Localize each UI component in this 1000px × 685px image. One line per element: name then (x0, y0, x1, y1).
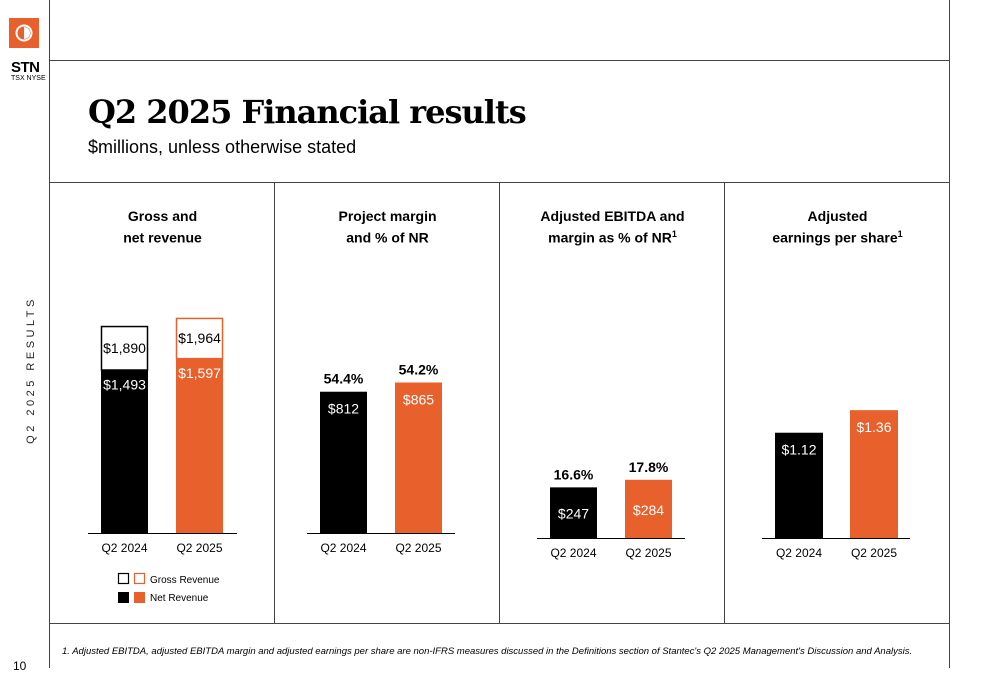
legend-gross-label: Gross Revenue (150, 575, 220, 586)
panel-title-line2: net revenue (123, 229, 202, 246)
gross-revenue-label: $1,890 (103, 340, 146, 356)
category-label: Q2 2024 (101, 541, 147, 555)
gross-revenue-bar (175, 317, 224, 360)
page-title: Q2 2025 Financial results (88, 93, 527, 131)
panel-title-line1: Adjusted (807, 208, 868, 224)
panel-title-sup: 1 (897, 229, 903, 239)
category-label: Q2 2024 (776, 546, 822, 560)
value-bar (775, 432, 823, 538)
category-label: Q2 2024 (320, 541, 366, 555)
header-top-line (49, 60, 950, 61)
margin-percent-label: 17.8% (629, 459, 669, 475)
panel-title-gross-net-revenue: Gross and net revenue (50, 207, 275, 247)
category-label: Q2 2024 (550, 546, 596, 560)
value-label: $247 (558, 506, 589, 522)
category-label: Q2 2025 (625, 546, 671, 560)
panel-divider-1 (274, 182, 275, 623)
value-label: $812 (328, 401, 359, 417)
panel-divider-3 (724, 182, 725, 623)
panel-divider-2 (499, 182, 500, 623)
panel-title-line2: earnings per share (772, 229, 898, 246)
value-bar (625, 479, 672, 538)
frame-left-line (49, 0, 50, 668)
logo-mark-icon (15, 24, 33, 42)
panel-title-line1: Gross and (127, 208, 198, 224)
legend-net-swatch-dark (118, 592, 129, 603)
legend-gross-swatch-dark (117, 572, 130, 585)
value-bar (320, 391, 367, 533)
margin-percent-label: 16.6% (554, 466, 594, 482)
panel-title-line2: and % of NR (346, 229, 429, 246)
gross-revenue-bar (100, 325, 149, 371)
brand-exchanges: TSX NYSE (11, 75, 46, 82)
value-bar (395, 382, 442, 533)
value-label: $1.12 (781, 442, 816, 458)
legend-net-swatch-orange (134, 592, 145, 603)
category-label: Q2 2025 (176, 541, 222, 555)
frame-right-line (949, 0, 950, 668)
margin-percent-label: 54.2% (399, 361, 439, 377)
value-label: $865 (403, 391, 434, 407)
value-bar (850, 410, 898, 538)
net-revenue-label: $1,597 (178, 365, 221, 381)
legend-net-label: Net Revenue (150, 593, 209, 604)
margin-percent-label: 54.4% (324, 371, 364, 387)
panel-title-line1: Project margin (338, 208, 437, 224)
panel-title-adjusted-eps: Adjusted earnings per share1 (725, 207, 950, 247)
category-label: Q2 2025 (851, 546, 897, 560)
panel-title-line2: margin as % of NR (548, 229, 672, 246)
net-revenue-bar (101, 369, 148, 533)
panel-title-adjusted-ebitda: Adjusted EBITDA and margin as % of NR1 (500, 207, 725, 247)
legend-gross-swatch-orange (133, 572, 146, 585)
value-label: $1.36 (856, 419, 891, 435)
panel-title-sup: 1 (671, 229, 677, 239)
logo (9, 18, 39, 48)
net-revenue-bar (176, 358, 223, 533)
net-revenue-label: $1,493 (103, 377, 146, 393)
footnote: 1. Adjusted EBITDA, adjusted EBITDA marg… (62, 646, 913, 657)
footer-line (49, 623, 950, 624)
category-label: Q2 2025 (395, 541, 441, 555)
value-bar (550, 487, 597, 538)
panel-title-line1: Adjusted EBITDA and (540, 208, 685, 224)
gross-revenue-label: $1,964 (178, 330, 221, 346)
brand-ticker: STN (11, 59, 40, 76)
page-subtitle: $millions, unless otherwise stated (88, 137, 357, 157)
panel-title-project-margin: Project margin and % of NR (275, 207, 500, 247)
page-number: 10 (13, 659, 27, 673)
value-label: $284 (633, 502, 664, 518)
